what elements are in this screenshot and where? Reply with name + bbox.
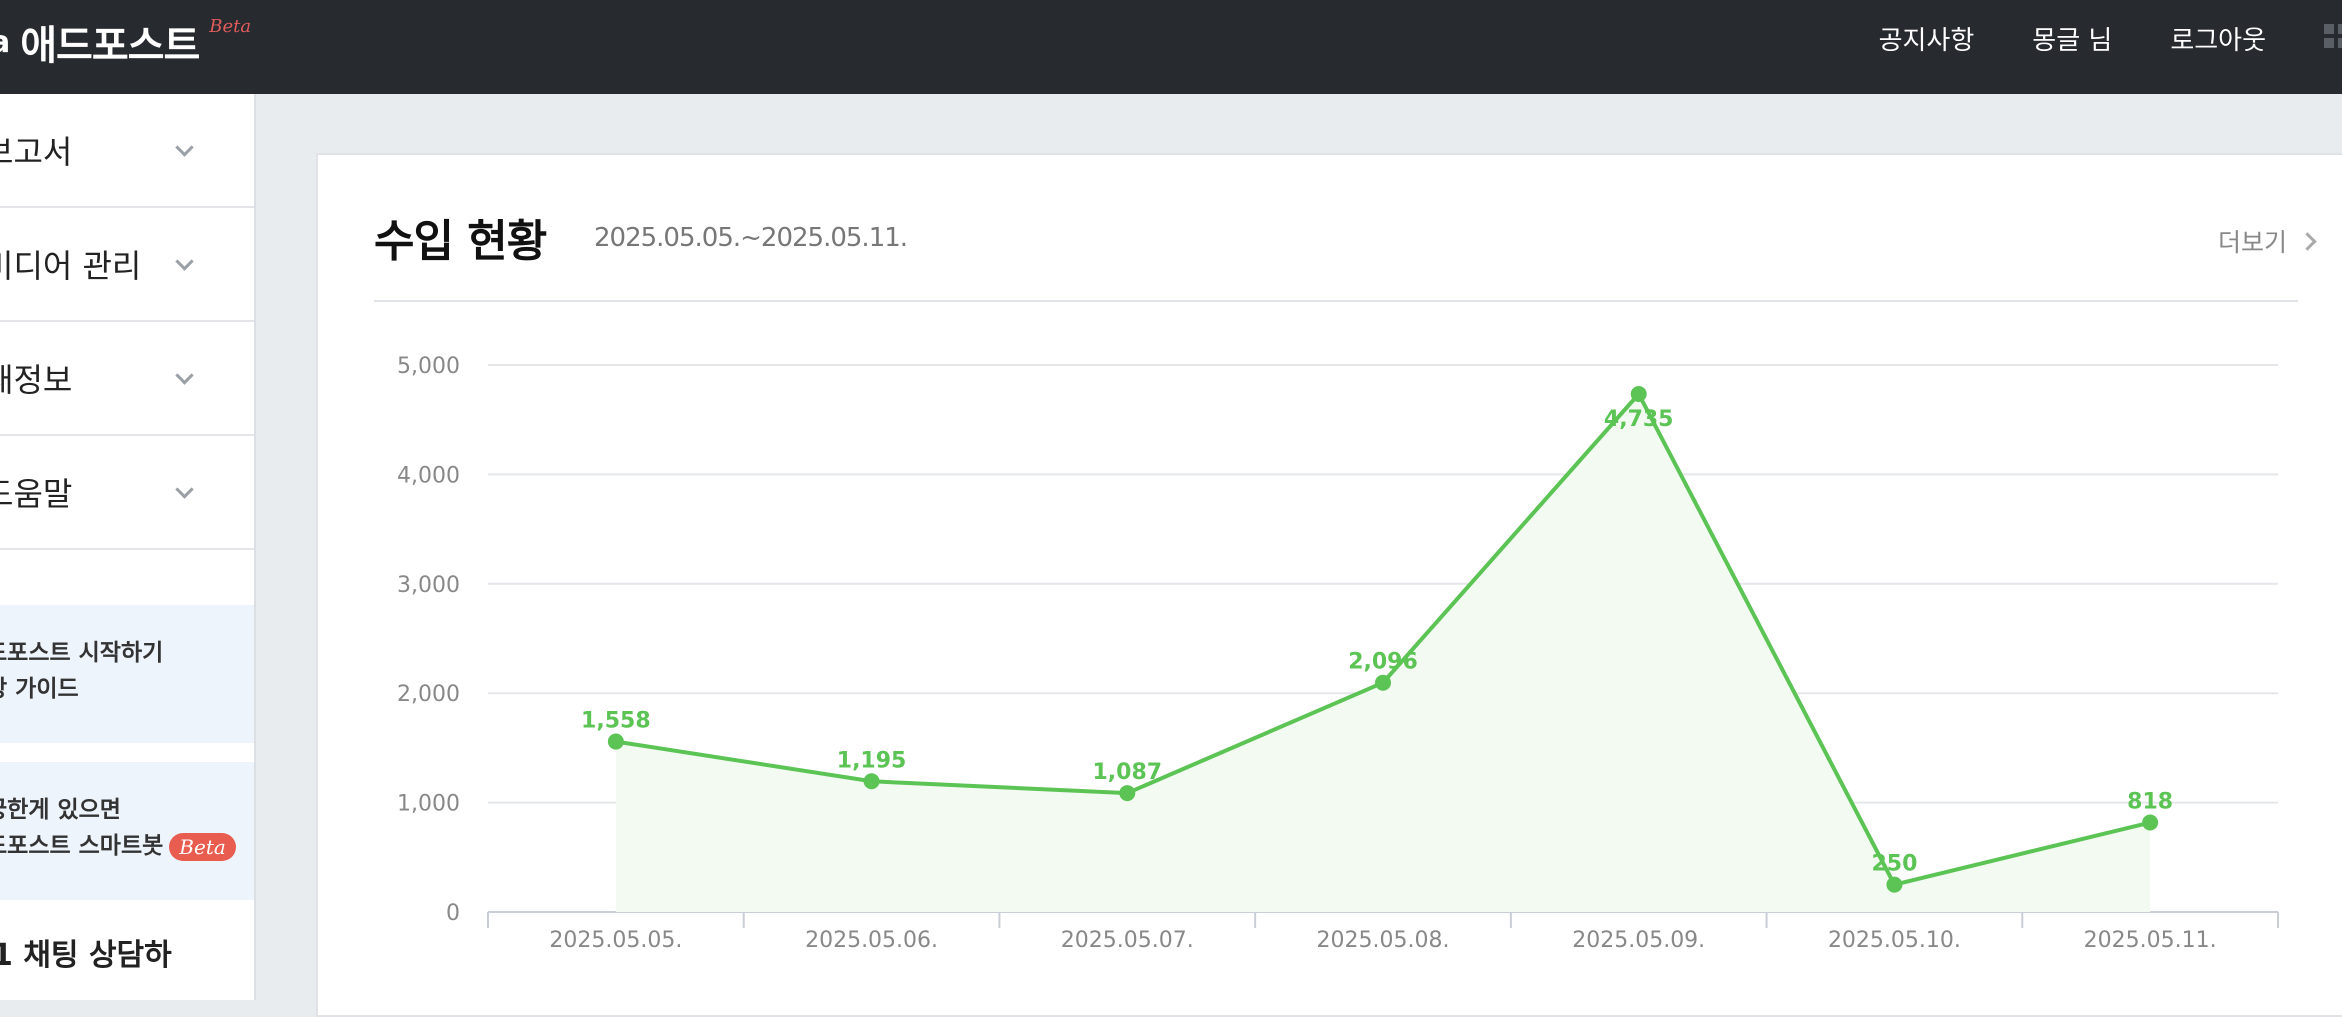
sidebar-item-report[interactable]: 보고서 xyxy=(0,94,254,208)
sidebar-item-label: 재정보 xyxy=(0,361,73,399)
data-point xyxy=(1886,876,1903,893)
notice-link[interactable]: 공지사항 xyxy=(1878,25,1975,56)
x-tick-label: 2025.05.10. xyxy=(1828,928,1961,953)
user-name-link[interactable]: 몽글 님 xyxy=(2032,25,2113,56)
data-point xyxy=(1375,674,1391,691)
promo-line: 드포스트 스마트봇 Beta xyxy=(0,828,254,864)
y-tick-label: 4,000 xyxy=(397,463,460,488)
income-card: 수입 현황 2025.05.05.~2025.05.11. 더보기 0 1,000… xyxy=(316,153,2342,1017)
logout-link[interactable]: 로그아웃 xyxy=(2170,25,2266,56)
chat-consult-link[interactable]: :1 채팅 상담하 xyxy=(0,938,172,973)
data-label: 1,558 xyxy=(581,709,651,734)
promo-line: 상 가이드 xyxy=(0,676,79,702)
more-link[interactable]: 더보기 xyxy=(2217,223,2317,259)
x-tick-label: 2025.05.09. xyxy=(1572,928,1705,953)
x-tick-label: 2025.05.08. xyxy=(1317,928,1450,953)
series-area xyxy=(615,393,2151,913)
y-tick-label: 3,000 xyxy=(397,573,460,598)
data-point xyxy=(2142,814,2159,831)
brand-logo[interactable]: a 애드포스트 Beta xyxy=(0,12,251,72)
data-label: 1,195 xyxy=(837,748,907,773)
brand-glyph: a xyxy=(0,24,11,60)
data-point xyxy=(1630,385,1647,402)
more-label: 더보기 xyxy=(2217,228,2287,257)
sidebar: 보고서 미디어 관리 재정보 도움말 드포스트 시작하기 상 가이드 궁한게 있… xyxy=(0,94,256,1000)
sidebar-item-help[interactable]: 도움말 xyxy=(0,436,254,550)
beta-badge: Beta xyxy=(169,832,236,861)
y-tick-label: 1,000 xyxy=(397,792,460,817)
card-title: 수입 현황 xyxy=(374,216,547,267)
x-tick-label: 2025.05.07. xyxy=(1061,928,1194,953)
promo-line: 궁한게 있으면 xyxy=(0,797,121,823)
y-tick-label: 2,000 xyxy=(397,682,460,707)
card-divider xyxy=(374,300,2298,302)
sidebar-item-label: 도움말 xyxy=(0,475,73,513)
y-tick-label: 5,000 xyxy=(397,354,460,379)
data-point xyxy=(863,773,880,790)
sidebar-item-label: 보고서 xyxy=(0,133,73,171)
sidebar-item-media[interactable]: 미디어 관리 xyxy=(0,208,254,322)
x-tick-label: 2025.05.06. xyxy=(805,928,938,953)
sidebar-item-label: 미디어 관리 xyxy=(0,247,142,285)
x-tick-label: 2025.05.11. xyxy=(2084,928,2217,953)
chevron-down-icon xyxy=(175,138,194,157)
promo-line-text: 드포스트 스마트봇 xyxy=(0,833,164,859)
promo-line: 드포스트 시작하기 xyxy=(0,640,164,666)
apps-grid-icon[interactable] xyxy=(2324,20,2342,56)
brand-beta-badge: Beta xyxy=(209,15,252,37)
data-label: 818 xyxy=(2127,790,2173,815)
data-point xyxy=(1119,785,1136,802)
start-guide-banner[interactable]: 드포스트 시작하기 상 가이드 xyxy=(0,605,254,743)
chevron-down-icon xyxy=(175,252,194,271)
chevron-down-icon xyxy=(175,480,194,499)
data-label: 2,096 xyxy=(1348,650,1418,675)
x-tick-label: 2025.05.05. xyxy=(549,928,682,953)
y-tick-label: 0 xyxy=(446,901,460,926)
data-point xyxy=(607,733,624,750)
sidebar-item-finance[interactable]: 재정보 xyxy=(0,322,254,436)
date-range: 2025.05.05.~2025.05.11. xyxy=(594,223,908,253)
income-chart: 0 1,000 2,000 3,000 4,000 5,000 2025.05.05. 202… xyxy=(397,354,2279,953)
data-label: 1,087 xyxy=(1092,760,1162,785)
top-bar: a 애드포스트 Beta 공지사항 몽글 님 로그아웃 xyxy=(0,0,2342,94)
chevron-down-icon xyxy=(175,366,194,385)
brand-name: 애드포스트 xyxy=(20,23,200,69)
top-nav: 공지사항 몽글 님 로그아웃 xyxy=(1879,0,2342,76)
data-label: 250 xyxy=(1871,852,1917,877)
data-label: 4,735 xyxy=(1604,407,1674,432)
